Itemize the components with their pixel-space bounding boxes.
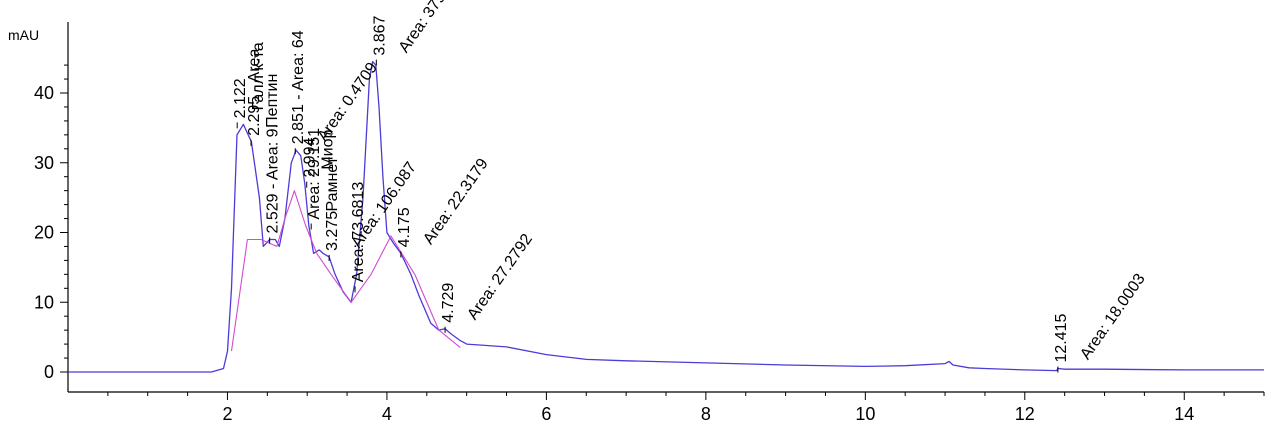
peak-retention-label: 2.994 [302,138,319,178]
peak-area-label: Area: 22.3179 [420,156,492,248]
y-tick-label: 10 [34,292,54,312]
peak-retention-label: 12.415 [1053,313,1070,362]
peak-compound-label: Галл к-та [250,42,267,110]
y-tick-label: 20 [34,223,54,243]
y-tick-label: 0 [44,362,54,382]
peak-retention-label: 2.851 - Area: 64 [290,30,307,144]
peak-area-label: Area: 27.2792 [464,231,536,323]
x-tick-label: 14 [1174,404,1194,424]
peak-retention-label: 3.275 [324,211,341,251]
x-tick-label: 8 [701,404,711,424]
peak-retention-label: Area: 29.151 [306,128,323,220]
peak-retention-label: 2.295 - Area [246,49,263,136]
peak-compound-label: Миор [320,130,337,170]
peak-retention-label: 2.122 [232,78,249,118]
peak-retention-label: 4.729 [440,283,457,323]
x-tick-label: 10 [855,404,875,424]
signal-trace [68,60,1264,373]
peak-compound-label: Пептин [264,74,281,128]
y-tick-label: 40 [34,83,54,103]
x-tick-label: 2 [222,404,232,424]
peak-retention-label: 3.867 [371,15,388,55]
peak-retention-label: 2.529 - Area: 9. [265,124,282,233]
peak-retention-label: 4.175 [396,207,413,247]
axes: 0 10 20 30 40 2 4 6 8 10 12 14 [34,22,1265,424]
peak-compound-label: Рамнет [324,156,341,211]
integration-baseline [230,190,461,352]
x-tick-label: 6 [541,404,551,424]
peak-area-label: Area: 379.487 [396,0,468,56]
peak-area-label: Area: 18.0003 [1077,271,1149,363]
y-tick-label: 30 [34,153,54,173]
plot-lines [68,60,1264,373]
x-tick-label: 12 [1015,404,1035,424]
peak-retention-label: Area: 73.6813 [350,182,367,283]
x-tick-label: 4 [382,404,392,424]
y-axis-unit-label: mAU [8,27,39,43]
